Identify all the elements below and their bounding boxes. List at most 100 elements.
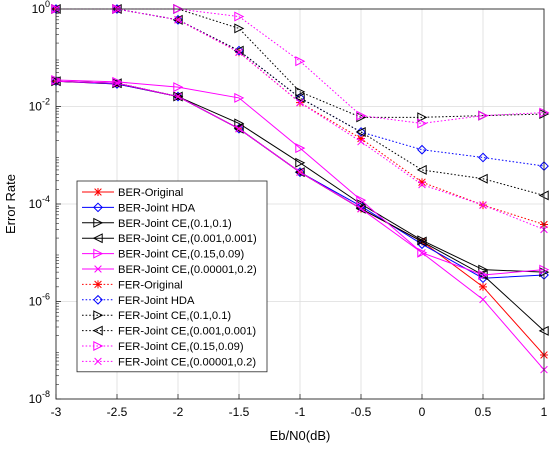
x-tick-label: -2.5 bbox=[107, 405, 128, 419]
series-line bbox=[56, 8, 545, 167]
legend-label: BER-Original bbox=[118, 187, 183, 199]
data-point bbox=[233, 123, 244, 134]
legend-marker bbox=[94, 280, 102, 289]
data-point bbox=[112, 76, 123, 87]
data-point bbox=[357, 204, 365, 213]
data-point bbox=[417, 118, 428, 129]
series-line bbox=[55, 79, 545, 276]
data-point bbox=[294, 167, 305, 178]
y-tick-label: 10-2 bbox=[29, 97, 50, 114]
data-point bbox=[477, 173, 488, 184]
legend-label: BER-Joint CE,(0.1,0.1) bbox=[118, 218, 232, 230]
legend-entry: FER-Joint CE,(0.001,0.001) bbox=[82, 325, 256, 338]
data-point bbox=[416, 236, 427, 247]
legend-marker bbox=[93, 202, 103, 213]
data-point bbox=[478, 110, 489, 121]
legend-label: FER-Joint CE,(0.15,0.09) bbox=[118, 341, 244, 353]
legend-label: BER-Joint CE,(0.15,0.09) bbox=[118, 249, 244, 261]
data-point bbox=[357, 134, 365, 143]
legend-entry: FER-Joint CE,(0.15,0.09) bbox=[82, 340, 244, 353]
legend-label: FER-Joint CE,(0.001,0.001) bbox=[118, 326, 256, 338]
legend-entry: BER-Joint CE,(0.1,0.1) bbox=[82, 217, 232, 230]
data-point bbox=[417, 247, 428, 258]
data-point bbox=[417, 144, 427, 155]
data-point bbox=[479, 282, 487, 291]
legend-entry: FER-Original bbox=[82, 279, 183, 291]
data-point bbox=[295, 86, 306, 97]
data-point bbox=[173, 91, 183, 102]
legend-label: BER-Joint CE,(0.00001,0.2) bbox=[118, 264, 257, 276]
legend-label: BER-Joint CE,(0.001,0.001) bbox=[118, 233, 257, 245]
series-line bbox=[56, 8, 545, 196]
data-point bbox=[478, 264, 489, 275]
x-axis-label: Eb/N0(dB) bbox=[270, 428, 331, 443]
x-tick-label: -0.5 bbox=[351, 405, 372, 419]
y-tick-label: 10-8 bbox=[29, 389, 50, 406]
data-point bbox=[356, 110, 367, 121]
data-point bbox=[355, 203, 366, 214]
data-point bbox=[235, 124, 243, 133]
y-tick-label: 10-6 bbox=[29, 292, 50, 309]
data-point bbox=[235, 48, 243, 56]
y-tick-label: 100 bbox=[32, 0, 50, 16]
legend-marker bbox=[93, 310, 104, 321]
data-point bbox=[357, 137, 365, 146]
data-point bbox=[416, 164, 427, 175]
legend-marker bbox=[92, 233, 103, 244]
data-point bbox=[355, 126, 366, 137]
data-point bbox=[174, 92, 182, 101]
data-point bbox=[173, 82, 184, 93]
data-point bbox=[417, 112, 428, 123]
data-point bbox=[479, 201, 487, 209]
legend-entry: BER-Joint CE,(0.00001,0.2) bbox=[82, 264, 257, 276]
data-point bbox=[418, 248, 426, 257]
series-ber-joint-ce-0-15-0-09 bbox=[51, 74, 550, 280]
data-point bbox=[234, 11, 245, 22]
legend-label: FER-Joint CE,(0.1,0.1) bbox=[118, 310, 231, 322]
legend-entry: FER-Joint HDA bbox=[82, 295, 195, 307]
data-point bbox=[172, 91, 183, 102]
x-tick-label: -1 bbox=[295, 405, 306, 419]
data-point bbox=[478, 273, 488, 284]
x-tick-label: -2 bbox=[173, 405, 184, 419]
x-tick-label: 1 bbox=[541, 405, 548, 419]
legend-entry: BER-Joint CE,(0.001,0.001) bbox=[82, 233, 257, 245]
legend-marker bbox=[93, 217, 104, 228]
legend-marker bbox=[93, 294, 103, 305]
y-tick-label: 10-4 bbox=[29, 194, 50, 211]
legend: BER-Original BER-Joint HDA BER-Joint CE,(0… bbox=[76, 180, 268, 373]
series-ber-joint-ce-0-00001-0-2 bbox=[52, 77, 548, 374]
data-point bbox=[234, 118, 245, 129]
series-line bbox=[56, 8, 545, 124]
data-point bbox=[479, 295, 487, 304]
x-tick-label: -1.5 bbox=[229, 405, 250, 419]
legend-label: FER-Original bbox=[118, 279, 183, 291]
data-point bbox=[295, 157, 306, 168]
data-point bbox=[356, 195, 367, 206]
legend-label: FER-Joint HDA bbox=[118, 295, 195, 307]
legend-label: BER-Joint HDA bbox=[118, 202, 196, 214]
y-axis-label: Error Rate bbox=[3, 174, 18, 234]
data-point bbox=[295, 143, 306, 154]
data-point bbox=[173, 14, 183, 25]
data-point bbox=[418, 180, 426, 189]
legend-entry: FER-Joint CE,(0.00001,0.2) bbox=[82, 356, 256, 368]
x-tick-label: 0.5 bbox=[475, 405, 492, 419]
data-point bbox=[113, 79, 121, 87]
data-point bbox=[417, 235, 428, 246]
data-point bbox=[418, 178, 426, 187]
data-point bbox=[478, 269, 489, 280]
x-tick-label: -3 bbox=[51, 405, 62, 419]
tick-layer: -3 -2.5 -2 -1.5 -1 -0.5 0 0.5 1 100 10-2 10-4 10-6 10… bbox=[29, 0, 548, 419]
legend-marker bbox=[94, 265, 102, 273]
data-point bbox=[296, 168, 304, 176]
legend-marker bbox=[93, 340, 104, 352]
legend-entry: BER-Joint HDA bbox=[82, 202, 196, 214]
legend-marker bbox=[92, 325, 103, 336]
data-point bbox=[296, 98, 304, 107]
legend-marker bbox=[93, 248, 104, 259]
legend-entry: BER-Joint CE,(0.15,0.09) bbox=[82, 248, 244, 261]
series-line bbox=[56, 8, 545, 118]
